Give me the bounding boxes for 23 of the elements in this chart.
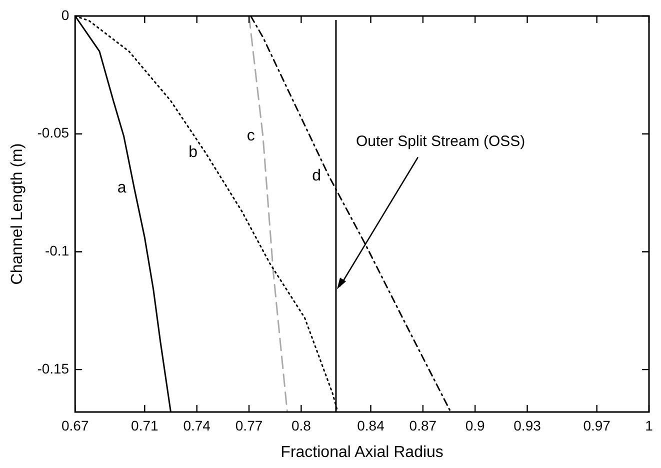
x-tick-label: 0.77 xyxy=(235,417,263,434)
series-label: b xyxy=(188,144,198,162)
y-tick-label: -0.05 xyxy=(37,124,70,141)
x-tick-label: 0.67 xyxy=(61,417,89,434)
x-axis-title: Fractional Axial Radius xyxy=(280,444,444,461)
x-tick-label: 0.87 xyxy=(409,417,437,434)
x-tick-label: 0.74 xyxy=(183,417,211,434)
x-tick-label: 0.8 xyxy=(291,417,312,434)
x-tick-label: 0.97 xyxy=(583,417,611,434)
x-tick-label: 1 xyxy=(645,417,654,434)
x-tick-label: 0.84 xyxy=(357,417,385,434)
y-tick-label: 0 xyxy=(61,6,70,23)
y-axis-title: Channel Length (m) xyxy=(9,143,26,285)
x-tick-label: 0.71 xyxy=(131,417,159,434)
series-label: c xyxy=(246,128,255,145)
y-tick-label: -0.15 xyxy=(37,360,70,376)
line-series xyxy=(248,16,288,412)
y-tick-label: -0.1 xyxy=(44,242,70,259)
series-label: d xyxy=(312,168,322,185)
x-tick-label: 0.9 xyxy=(465,417,486,434)
x-tick-label: 0.93 xyxy=(514,417,542,434)
ref-line-label: Outer Split Stream (OSS) xyxy=(356,132,526,150)
series-label: a xyxy=(117,179,126,196)
